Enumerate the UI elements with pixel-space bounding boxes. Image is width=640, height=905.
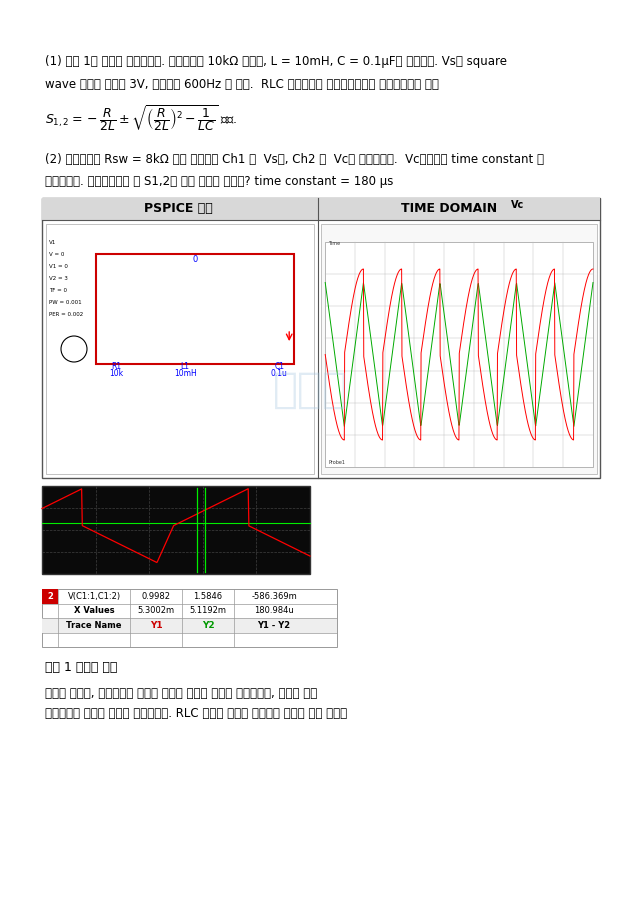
Bar xyxy=(42,198,600,478)
Text: Trace Name: Trace Name xyxy=(67,621,122,630)
Text: C1: C1 xyxy=(274,362,284,371)
Text: V1: V1 xyxy=(49,240,56,245)
Bar xyxy=(42,589,337,647)
Text: 0.1u: 0.1u xyxy=(271,369,287,378)
Bar xyxy=(325,242,593,467)
Text: 측정하시오. 특성방정식의 해 S1,2와 어떤 관계에 있는가? time constant = 180 μs: 측정하시오. 특성방정식의 해 S1,2와 어떤 관계에 있는가? time c… xyxy=(45,175,394,188)
Text: $S_{1,2} = -\dfrac{R}{2L} \pm \sqrt{\left(\dfrac{R}{2L}\right)^2 - \dfrac{1}{LC}: $S_{1,2} = -\dfrac{R}{2L} \pm \sqrt{\lef… xyxy=(45,103,237,133)
Bar xyxy=(42,198,600,220)
Text: (2) 가변저항을 Rsw = 8kΩ 으로 조절하고 Ch1 에  Vs를, Ch2 에  Vc를 연결하시오.  Vc파형에서 time constant : (2) 가변저항을 Rsw = 8kΩ 으로 조절하고 Ch1 에 Vs를, C… xyxy=(45,153,544,166)
Text: L1: L1 xyxy=(180,362,189,371)
Text: TIME DOMAIN: TIME DOMAIN xyxy=(401,203,497,215)
Text: V(C1:1,C1:2): V(C1:1,C1:2) xyxy=(67,592,120,601)
Text: 그림 1 시상수 측정: 그림 1 시상수 측정 xyxy=(45,661,117,674)
Bar xyxy=(46,224,314,474)
Text: 5.1192m: 5.1192m xyxy=(189,606,227,615)
Text: (1) 그림 1의 회로를 결선하시오. 가변저항은 10kΩ 저항을, L = 10mH, C = 0.1μF를 선택한다. Vs는 square: (1) 그림 1의 회로를 결선하시오. 가변저항은 10kΩ 저항을, L =… xyxy=(45,55,507,68)
Text: PER = 0.002: PER = 0.002 xyxy=(49,312,83,317)
Text: 0.9982: 0.9982 xyxy=(141,592,170,601)
Text: X Values: X Values xyxy=(74,606,115,615)
Text: V = 0: V = 0 xyxy=(49,252,65,257)
Text: Y1 - Y2: Y1 - Y2 xyxy=(257,621,291,630)
Text: Vc: Vc xyxy=(511,200,525,210)
Text: 5.3002m: 5.3002m xyxy=(138,606,175,615)
Text: Y2: Y2 xyxy=(202,621,214,630)
Bar xyxy=(42,589,58,604)
Text: 커패시터에 걸리는 전압을 확인해본다. RLC 회로는 교류가 흐르면서 시간에 따라 전류의: 커패시터에 걸리는 전압을 확인해본다. RLC 회로는 교류가 흐르면서 시간… xyxy=(45,707,347,720)
Text: 180.984u: 180.984u xyxy=(254,606,294,615)
Text: -586.369m: -586.369m xyxy=(251,592,297,601)
Text: V1 = 0: V1 = 0 xyxy=(49,264,68,269)
Text: V2 = 3: V2 = 3 xyxy=(49,276,68,281)
Text: 0: 0 xyxy=(193,255,198,264)
Text: Y1: Y1 xyxy=(150,621,163,630)
Text: 아리비: 아리비 xyxy=(273,369,348,411)
Bar xyxy=(321,224,597,474)
Text: 1.5846: 1.5846 xyxy=(193,592,223,601)
Bar xyxy=(42,486,310,574)
Bar xyxy=(96,254,294,364)
Text: wave 함수로 진폭은 3V, 주파수는 600Hz 로 한다.  RLC 직렬회로는 이차시스템으로 특성방정식의 해는: wave 함수로 진폭은 3V, 주파수는 600Hz 로 한다. RLC 직렬… xyxy=(45,78,439,91)
Text: 10mH: 10mH xyxy=(174,369,196,378)
Text: Probe1: Probe1 xyxy=(328,460,345,465)
Bar xyxy=(42,618,337,633)
Text: 2: 2 xyxy=(47,592,53,601)
Text: Time: Time xyxy=(328,241,340,246)
Text: PSPICE 회로: PSPICE 회로 xyxy=(145,203,213,215)
Text: 저항과 인덕터, 커패시터가 직렬로 연결된 상태의 회로를 구성해보고, 저항에 따른: 저항과 인덕터, 커패시터가 직렬로 연결된 상태의 회로를 구성해보고, 저항… xyxy=(45,687,317,700)
Text: 10k: 10k xyxy=(109,369,123,378)
Text: TF = 0: TF = 0 xyxy=(49,288,67,293)
Text: R1: R1 xyxy=(111,362,121,371)
Text: PW = 0.001: PW = 0.001 xyxy=(49,300,82,305)
